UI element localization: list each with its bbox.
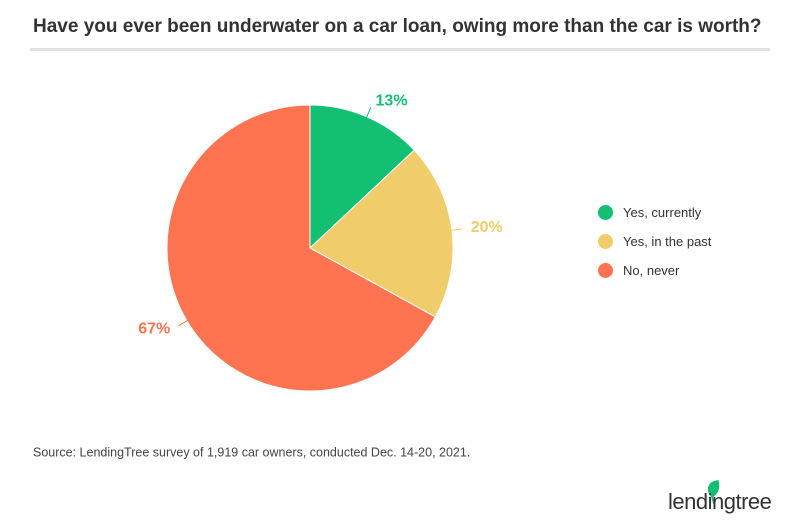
legend-item: Yes, in the past (598, 233, 718, 250)
title-rule (30, 48, 770, 51)
legend-item: Yes, currently (598, 204, 718, 221)
logo: lendingtree (668, 489, 772, 514)
legend-swatch (598, 234, 613, 249)
logo-leaf (707, 480, 720, 505)
leader-line (365, 107, 372, 119)
legend-swatch (598, 263, 613, 278)
value-label: 13% (376, 92, 408, 109)
leader-line (178, 319, 189, 327)
source: Source: LendingTree survey of 1,919 car … (33, 445, 470, 459)
legend-item: No, never (598, 262, 718, 279)
legend: Yes, currently Yes, in the past No, never (598, 204, 718, 291)
chart-title: Have you ever been underwater on a car l… (33, 16, 762, 37)
legend-label: Yes, currently (623, 205, 702, 220)
legend-label: No, never (623, 263, 680, 278)
legend-label: Yes, in the past (623, 234, 712, 249)
legend-swatch (598, 205, 613, 220)
value-label: 67% (138, 321, 170, 338)
leader-line (449, 228, 462, 231)
value-label: 20% (471, 219, 503, 236)
